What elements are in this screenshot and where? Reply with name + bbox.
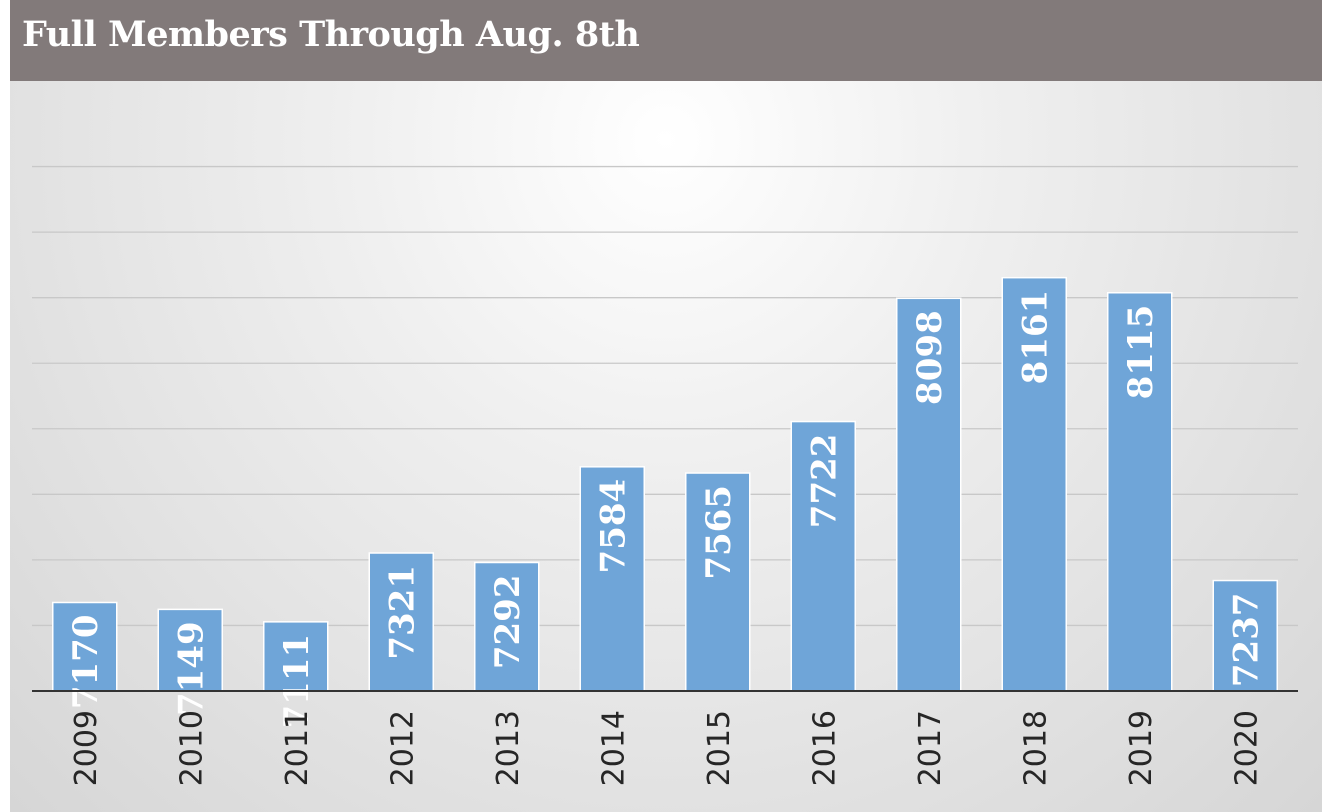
data-label: 7292 — [488, 575, 528, 670]
x-tick-label: 2013 — [491, 710, 526, 786]
bar — [368, 552, 434, 692]
x-tick-label: 2009 — [69, 710, 104, 786]
x-tick-label: 2020 — [1229, 710, 1264, 786]
data-label: 7321 — [382, 565, 422, 660]
x-tick-label: 2012 — [385, 710, 420, 786]
x-tick-label: 2014 — [596, 710, 631, 786]
chart-frame: Full Members Through Aug. 8th 7170 2009 71… — [10, 0, 1322, 812]
data-label: 7722 — [804, 434, 844, 529]
bar — [263, 621, 329, 692]
data-label: 8161 — [1015, 290, 1055, 385]
x-tick-label: 2010 — [174, 710, 209, 786]
data-label: 8098 — [910, 310, 950, 405]
data-label: 7584 — [593, 479, 633, 574]
data-label: 8115 — [1121, 305, 1161, 400]
data-label: 7149 — [171, 621, 211, 716]
bar — [1212, 579, 1278, 692]
bar — [1001, 276, 1067, 692]
x-tick-label: 2011 — [280, 710, 315, 786]
bar — [157, 608, 223, 692]
x-tick-label: 2019 — [1124, 710, 1159, 786]
bar — [52, 601, 118, 692]
x-tick-label: 2016 — [807, 710, 842, 786]
bar — [896, 297, 962, 692]
title-bar: Full Members Through Aug. 8th — [10, 0, 1322, 81]
x-tick-label: 2015 — [702, 710, 737, 786]
x-tick-label: 2017 — [913, 710, 948, 786]
data-label: 7170 — [66, 615, 106, 710]
chart-title: Full Members Through Aug. 8th — [22, 14, 640, 55]
bar — [790, 420, 856, 692]
bar — [474, 561, 540, 692]
bar — [1107, 292, 1173, 692]
data-label: 7237 — [1226, 593, 1266, 688]
data-label: 7565 — [699, 485, 739, 580]
data-label: 7111 — [277, 634, 317, 729]
x-tick-label: 2018 — [1018, 710, 1053, 786]
bar — [685, 472, 751, 692]
